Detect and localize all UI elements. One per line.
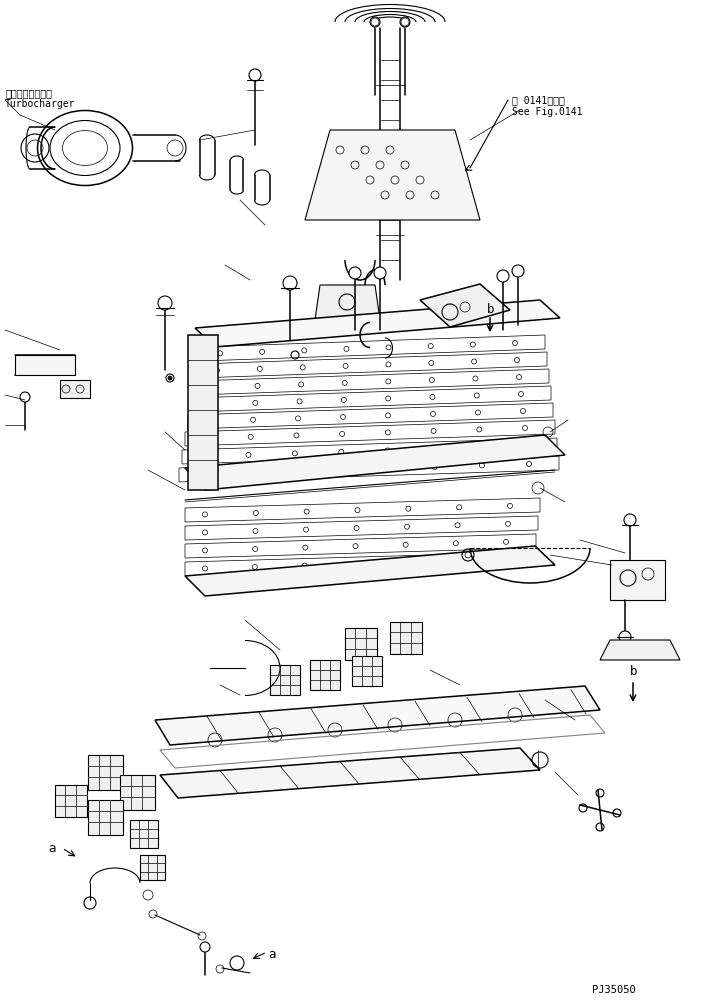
Bar [60,380,90,398]
Bar [120,775,155,810]
Circle shape [200,942,210,952]
Polygon shape [315,285,380,320]
Polygon shape [600,640,680,660]
Text: b: b [630,665,637,678]
Text: Turbocharger: Turbocharger [5,99,75,109]
Circle shape [370,17,380,27]
Bar [390,622,422,654]
Text: a: a [268,948,276,961]
Bar [15,355,75,375]
Bar [88,800,123,835]
Circle shape [249,69,261,81]
Polygon shape [185,435,565,490]
Polygon shape [305,130,480,220]
Text: See Fig.0141: See Fig.0141 [512,107,583,117]
Bar [140,855,165,880]
Circle shape [158,296,172,310]
Polygon shape [155,686,600,745]
Circle shape [374,267,386,279]
Text: PJ35050: PJ35050 [592,985,636,995]
Text: b: b [487,303,494,316]
Polygon shape [195,300,560,347]
Bar [610,560,665,600]
Circle shape [624,514,636,526]
Polygon shape [160,748,540,798]
Bar [352,656,382,686]
Text: 第 0141図参照: 第 0141図参照 [512,95,565,105]
Bar [55,785,87,817]
Circle shape [465,552,471,558]
Circle shape [20,392,30,402]
Polygon shape [420,284,510,327]
Text: ターボチャージャ: ターボチャージャ [5,88,52,98]
Bar [188,335,218,490]
Polygon shape [185,546,555,596]
Circle shape [619,631,631,643]
Bar [345,628,377,660]
Bar [270,665,300,695]
Bar [88,755,123,790]
Circle shape [168,376,172,380]
Circle shape [349,267,361,279]
Text: a: a [48,842,55,855]
Circle shape [497,270,509,282]
Bar [310,660,340,690]
Circle shape [512,265,524,277]
Bar [130,820,158,848]
Circle shape [400,17,410,27]
Circle shape [283,276,297,290]
